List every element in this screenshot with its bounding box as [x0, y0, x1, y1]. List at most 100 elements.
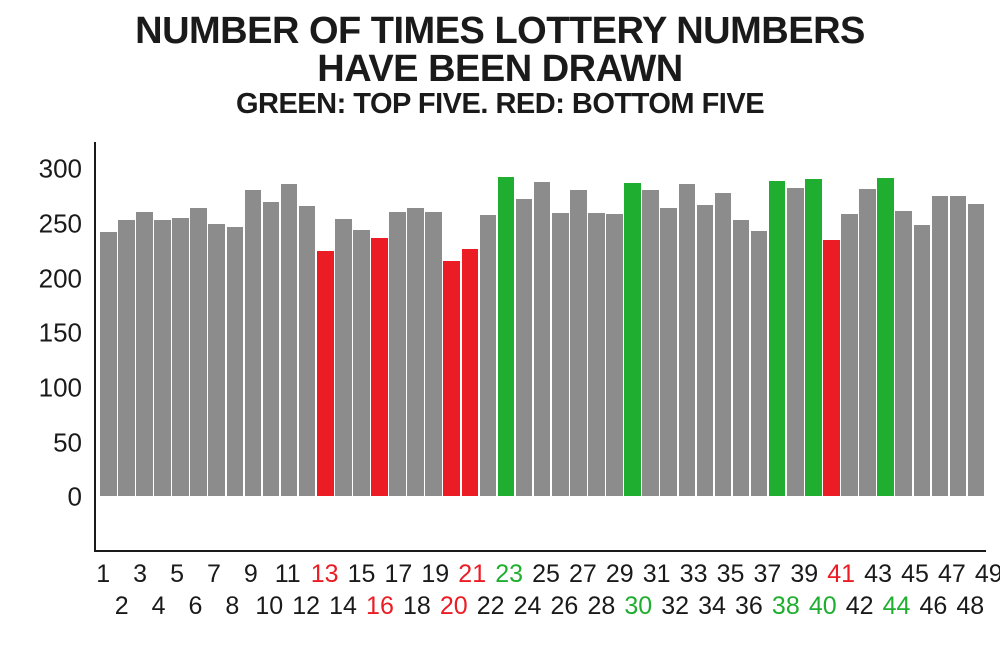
bar [516, 199, 533, 496]
bar [353, 230, 370, 495]
x-tick-label: 28 [587, 592, 615, 621]
x-tick-label: 7 [207, 560, 221, 589]
title-line-1: NUMBER OF TIMES LOTTERY NUMBERS [0, 12, 1000, 50]
bar [859, 189, 876, 496]
bar [227, 227, 244, 496]
x-tick-label: 35 [717, 560, 745, 589]
x-tick-label: 43 [864, 560, 892, 589]
bar [642, 190, 659, 496]
bar [733, 220, 750, 495]
title-line-2: HAVE BEEN DRAWN [0, 50, 1000, 88]
x-tick-label: 45 [901, 560, 929, 589]
bar [769, 181, 786, 495]
x-tick-label: 46 [920, 592, 948, 621]
x-axis-labels: 1234567891011121314151617181920212223242… [94, 558, 998, 658]
x-tick-label: 31 [643, 560, 671, 589]
x-tick-label: 37 [753, 560, 781, 589]
x-tick-label: 6 [189, 592, 203, 621]
x-tick-label: 13 [311, 560, 339, 589]
y-tick-label: 150 [39, 318, 82, 349]
bar [299, 206, 316, 495]
y-tick-label: 200 [39, 263, 82, 294]
chart-title-block: NUMBER OF TIMES LOTTERY NUMBERS HAVE BEE… [0, 0, 1000, 119]
bar [425, 212, 442, 496]
bar [914, 225, 931, 496]
bar [335, 219, 352, 495]
bars-container [100, 142, 984, 550]
x-tick-label: 3 [133, 560, 147, 589]
x-tick-label: 24 [514, 592, 542, 621]
x-tick-label: 8 [225, 592, 239, 621]
bar [787, 188, 804, 496]
bar [245, 190, 262, 496]
x-tick-label: 44 [883, 592, 911, 621]
bar [263, 202, 280, 496]
x-tick-label: 16 [366, 592, 394, 621]
bar [932, 196, 949, 495]
x-tick-label: 39 [790, 560, 818, 589]
x-tick-label: 26 [551, 592, 579, 621]
bar [154, 220, 171, 495]
bar [480, 215, 497, 496]
plot-region [94, 142, 986, 552]
x-tick-label: 2 [115, 592, 129, 621]
bar [895, 211, 912, 496]
bar [751, 231, 768, 495]
x-tick-label: 32 [661, 592, 689, 621]
bar [100, 232, 117, 495]
x-tick-label: 22 [477, 592, 505, 621]
bar [552, 213, 569, 496]
bar [968, 204, 985, 496]
x-axis-labels-inner: 1234567891011121314151617181920212223242… [94, 558, 998, 658]
bar [317, 251, 334, 496]
x-tick-label: 29 [606, 560, 634, 589]
x-tick-label: 33 [680, 560, 708, 589]
x-tick-label: 42 [846, 592, 874, 621]
x-tick-label: 41 [827, 560, 855, 589]
x-tick-label: 1 [96, 560, 110, 589]
x-tick-label: 25 [532, 560, 560, 589]
x-tick-label: 38 [772, 592, 800, 621]
x-tick-label: 11 [275, 560, 301, 589]
chart-area: 0 50 100 150 200 250 300 [38, 142, 986, 552]
title-subtitle: GREEN: TOP FIVE. RED: BOTTOM FIVE [0, 90, 1000, 119]
y-tick-label: 50 [53, 427, 82, 458]
y-axis: 0 50 100 150 200 250 300 [38, 142, 88, 552]
x-tick-label: 34 [698, 592, 726, 621]
bar [950, 196, 967, 495]
x-tick-label: 9 [244, 560, 258, 589]
bar [407, 208, 424, 495]
bar [841, 214, 858, 496]
bar [389, 212, 406, 496]
bar [660, 208, 677, 495]
y-tick-label: 250 [39, 209, 82, 240]
x-tick-label: 18 [403, 592, 431, 621]
bar [190, 208, 207, 495]
bar [136, 212, 153, 496]
x-tick-label: 47 [938, 560, 966, 589]
bar [172, 218, 189, 495]
bar [715, 193, 732, 495]
bar [697, 205, 714, 495]
x-tick-label: 15 [348, 560, 376, 589]
y-tick-label: 0 [68, 482, 82, 513]
bar [679, 184, 696, 495]
y-tick-label: 300 [39, 154, 82, 185]
bar [208, 224, 225, 496]
bar [823, 240, 840, 496]
x-tick-label: 30 [624, 592, 652, 621]
bar [534, 182, 551, 495]
x-tick-label: 20 [440, 592, 468, 621]
x-tick-label: 21 [458, 560, 486, 589]
bar [805, 179, 822, 496]
bar [118, 220, 135, 495]
bar [281, 184, 298, 495]
y-tick-label: 100 [39, 373, 82, 404]
x-tick-label: 4 [152, 592, 166, 621]
bar [606, 214, 623, 496]
x-tick-label: 19 [421, 560, 449, 589]
bar [498, 177, 515, 496]
x-tick-label: 49 [975, 560, 1000, 589]
bar [588, 213, 605, 496]
bar [371, 238, 388, 496]
